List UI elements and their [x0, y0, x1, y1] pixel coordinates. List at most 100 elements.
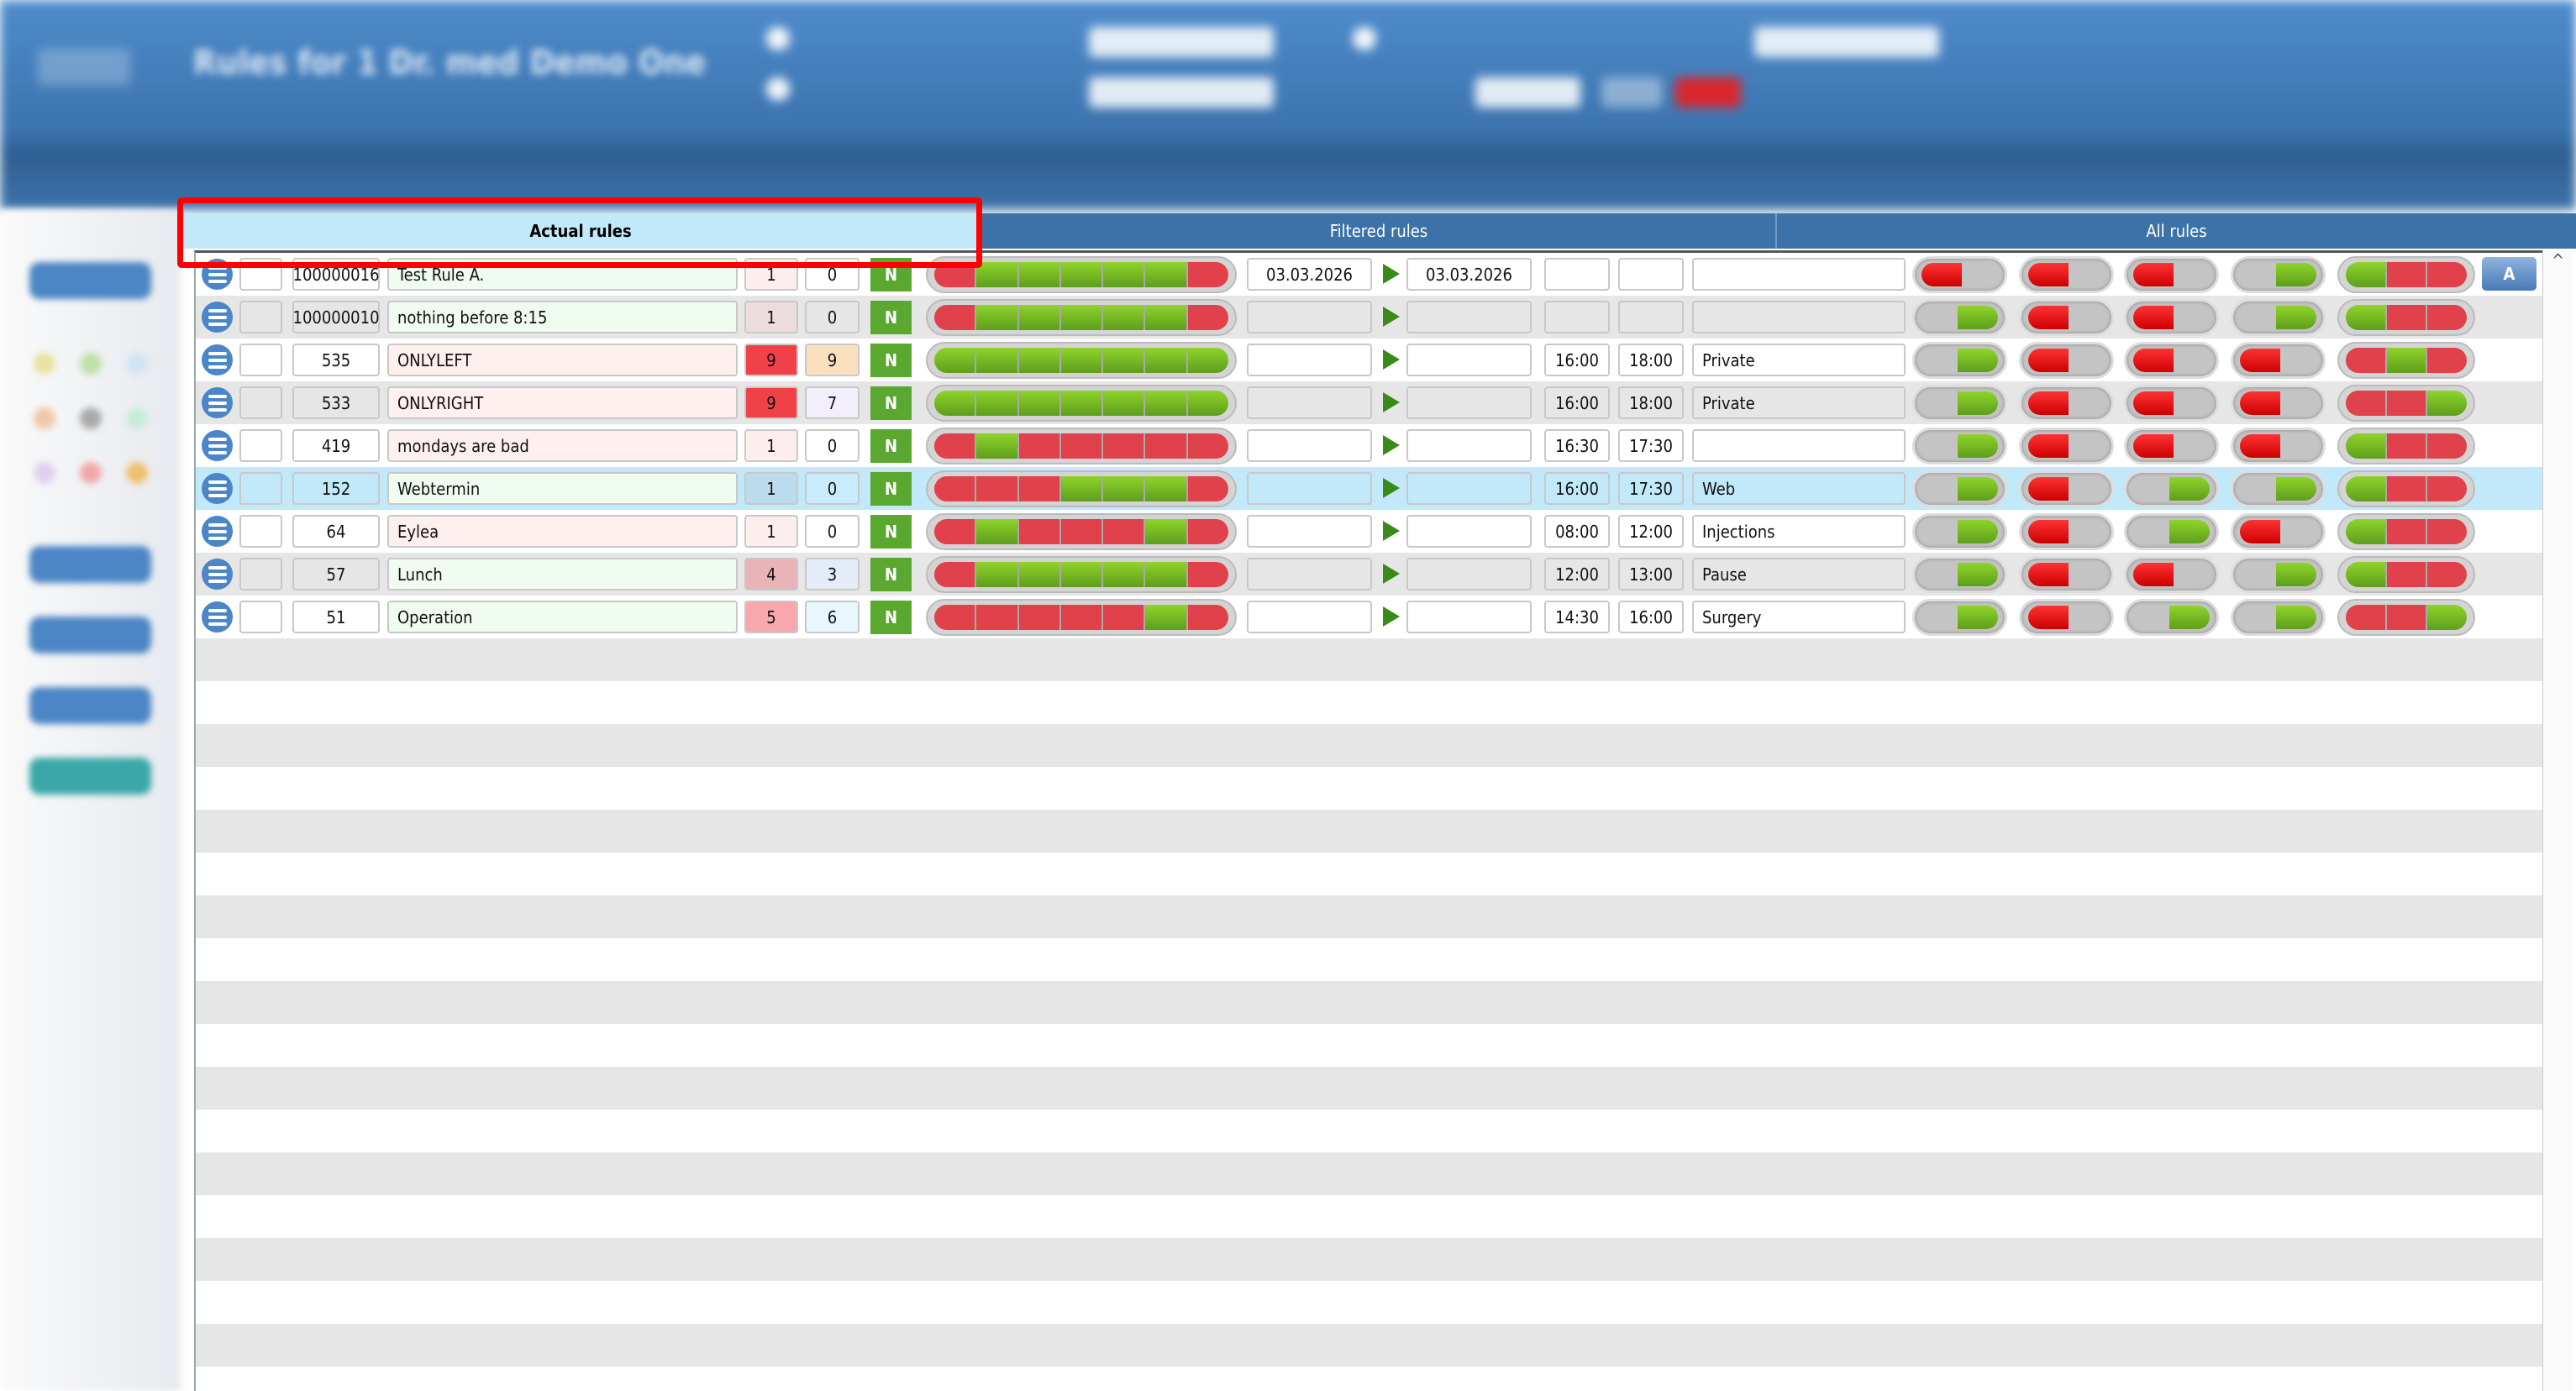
- state-on[interactable]: [2346, 476, 2387, 501]
- row-checkbox[interactable]: [239, 301, 282, 333]
- toggle-switch[interactable]: [2124, 299, 2219, 336]
- date-to[interactable]: [1406, 429, 1532, 462]
- toggle-switch[interactable]: [1912, 299, 2007, 336]
- date-to[interactable]: [1406, 386, 1532, 419]
- count-1[interactable]: 1: [744, 515, 798, 548]
- date-from[interactable]: [1247, 344, 1372, 376]
- menu-icon[interactable]: [202, 430, 233, 461]
- toggle-switch[interactable]: [2124, 513, 2219, 550]
- three-state-selector[interactable]: [2337, 470, 2475, 507]
- toggle-switch[interactable]: [2019, 342, 2114, 379]
- state-off[interactable]: [2386, 476, 2428, 501]
- date-to[interactable]: [1406, 301, 1532, 333]
- count-1[interactable]: 9: [744, 344, 798, 376]
- count-1[interactable]: 4: [744, 558, 798, 591]
- time-to[interactable]: 17:30: [1618, 429, 1684, 462]
- state-off[interactable]: [2427, 433, 2468, 459]
- time-from[interactable]: 12:00: [1544, 558, 1610, 591]
- weekday-on[interactable]: [1145, 262, 1188, 287]
- weekday-on[interactable]: [1187, 348, 1228, 373]
- time-from[interactable]: 16:30: [1544, 429, 1610, 462]
- date-to[interactable]: [1406, 344, 1532, 376]
- row-checkbox[interactable]: [239, 386, 282, 419]
- color-dot[interactable]: [126, 353, 148, 375]
- weekday-off[interactable]: [1187, 519, 1228, 544]
- weekday-bar[interactable]: [926, 299, 1237, 336]
- weekday-off[interactable]: [1018, 433, 1061, 459]
- toggle-switch[interactable]: [2019, 513, 2114, 550]
- weekday-on[interactable]: [1103, 305, 1146, 330]
- toggle-switch[interactable]: [2019, 256, 2114, 293]
- weekday-on[interactable]: [1145, 391, 1188, 416]
- date-from[interactable]: [1247, 558, 1372, 591]
- toggle-switch[interactable]: [1912, 342, 2007, 379]
- state-on[interactable]: [2346, 305, 2387, 330]
- date-from[interactable]: [1247, 301, 1372, 333]
- count-2[interactable]: 7: [805, 386, 860, 419]
- state-off[interactable]: [2427, 562, 2468, 587]
- weekday-on[interactable]: [1145, 476, 1188, 501]
- tab-actual-rules[interactable]: Actual rules: [181, 213, 982, 249]
- toggle-switch[interactable]: [2231, 599, 2326, 636]
- weekday-on[interactable]: [1103, 262, 1146, 287]
- tab-all-rules[interactable]: All rules: [2146, 221, 2207, 241]
- n-button[interactable]: N: [870, 472, 912, 506]
- state-off[interactable]: [2346, 348, 2387, 373]
- toggle-switch[interactable]: [2231, 342, 2326, 379]
- weekday-on[interactable]: [1060, 562, 1104, 587]
- toggle-switch[interactable]: [1912, 556, 2007, 593]
- rule-label[interactable]: Web: [1692, 472, 1906, 505]
- time-from[interactable]: 08:00: [1544, 515, 1610, 548]
- menu-icon[interactable]: [202, 473, 233, 504]
- toggle-switch[interactable]: [2019, 299, 2114, 336]
- toggle-switch[interactable]: [2019, 470, 2114, 507]
- weekday-on[interactable]: [976, 519, 1019, 544]
- date-to[interactable]: [1406, 601, 1532, 633]
- toggle-switch[interactable]: [2231, 513, 2326, 550]
- sidebar-button-3[interactable]: [29, 617, 151, 654]
- three-state-selector[interactable]: [2337, 556, 2475, 593]
- time-from[interactable]: 16:00: [1544, 472, 1610, 505]
- weekday-on[interactable]: [1103, 562, 1146, 587]
- rule-name[interactable]: ONLYLEFT: [387, 344, 738, 376]
- menu-icon[interactable]: [202, 559, 233, 590]
- count-2[interactable]: 0: [805, 429, 860, 462]
- time-from[interactable]: [1544, 301, 1610, 333]
- toggle-switch[interactable]: [1912, 470, 2007, 507]
- weekday-off[interactable]: [1187, 305, 1228, 330]
- weekday-bar[interactable]: [926, 385, 1237, 422]
- rule-name[interactable]: Webtermin: [387, 472, 738, 505]
- weekday-on[interactable]: [1018, 562, 1061, 587]
- n-button[interactable]: N: [870, 344, 912, 377]
- color-dot[interactable]: [34, 353, 55, 375]
- color-dot[interactable]: [34, 462, 55, 484]
- rule-label[interactable]: Private: [1692, 344, 1906, 376]
- weekday-on[interactable]: [1060, 305, 1104, 330]
- weekday-on[interactable]: [1145, 305, 1188, 330]
- filter-select-1[interactable]: [1089, 27, 1274, 57]
- three-state-selector[interactable]: [2337, 256, 2475, 293]
- rule-id[interactable]: 51: [292, 601, 380, 633]
- weekday-off[interactable]: [1187, 476, 1228, 501]
- filter-select-3[interactable]: [1754, 27, 1939, 57]
- weekday-on[interactable]: [1018, 391, 1061, 416]
- state-off[interactable]: [2427, 262, 2468, 287]
- state-off[interactable]: [2386, 433, 2428, 459]
- filter-checkbox-1[interactable]: [766, 27, 790, 50]
- weekday-bar[interactable]: [926, 256, 1237, 293]
- rule-id[interactable]: 535: [292, 344, 380, 376]
- time-to[interactable]: 16:00: [1618, 601, 1684, 633]
- time-from[interactable]: [1544, 258, 1610, 291]
- menu-icon[interactable]: [202, 302, 233, 333]
- weekday-on[interactable]: [1145, 605, 1188, 630]
- toggle-switch[interactable]: [1912, 428, 2007, 465]
- state-off[interactable]: [2427, 476, 2468, 501]
- sidebar-button-1[interactable]: [29, 262, 151, 299]
- weekday-off[interactable]: [1060, 433, 1104, 459]
- weekday-off[interactable]: [976, 476, 1019, 501]
- color-dot[interactable]: [126, 407, 148, 429]
- toggle-switch[interactable]: [2231, 470, 2326, 507]
- weekday-off[interactable]: [976, 605, 1019, 630]
- date-to[interactable]: [1406, 472, 1532, 505]
- weekday-off[interactable]: [934, 305, 977, 330]
